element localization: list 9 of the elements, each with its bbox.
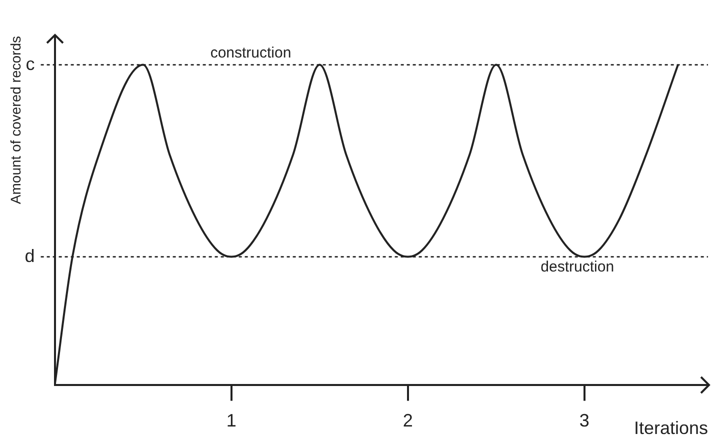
x-tick-label: 1 bbox=[226, 410, 236, 431]
x-axis-title: Iterations bbox=[634, 418, 708, 438]
text: c bbox=[26, 54, 35, 74]
y-axis-title: Amount of covered records bbox=[7, 36, 24, 204]
x-tick-label: 3 bbox=[579, 410, 590, 431]
ref-line-label: construction bbox=[210, 44, 292, 62]
ref-line-label: destruction bbox=[540, 258, 614, 276]
x-tick-label: 2 bbox=[402, 410, 413, 431]
text: d bbox=[24, 246, 35, 266]
